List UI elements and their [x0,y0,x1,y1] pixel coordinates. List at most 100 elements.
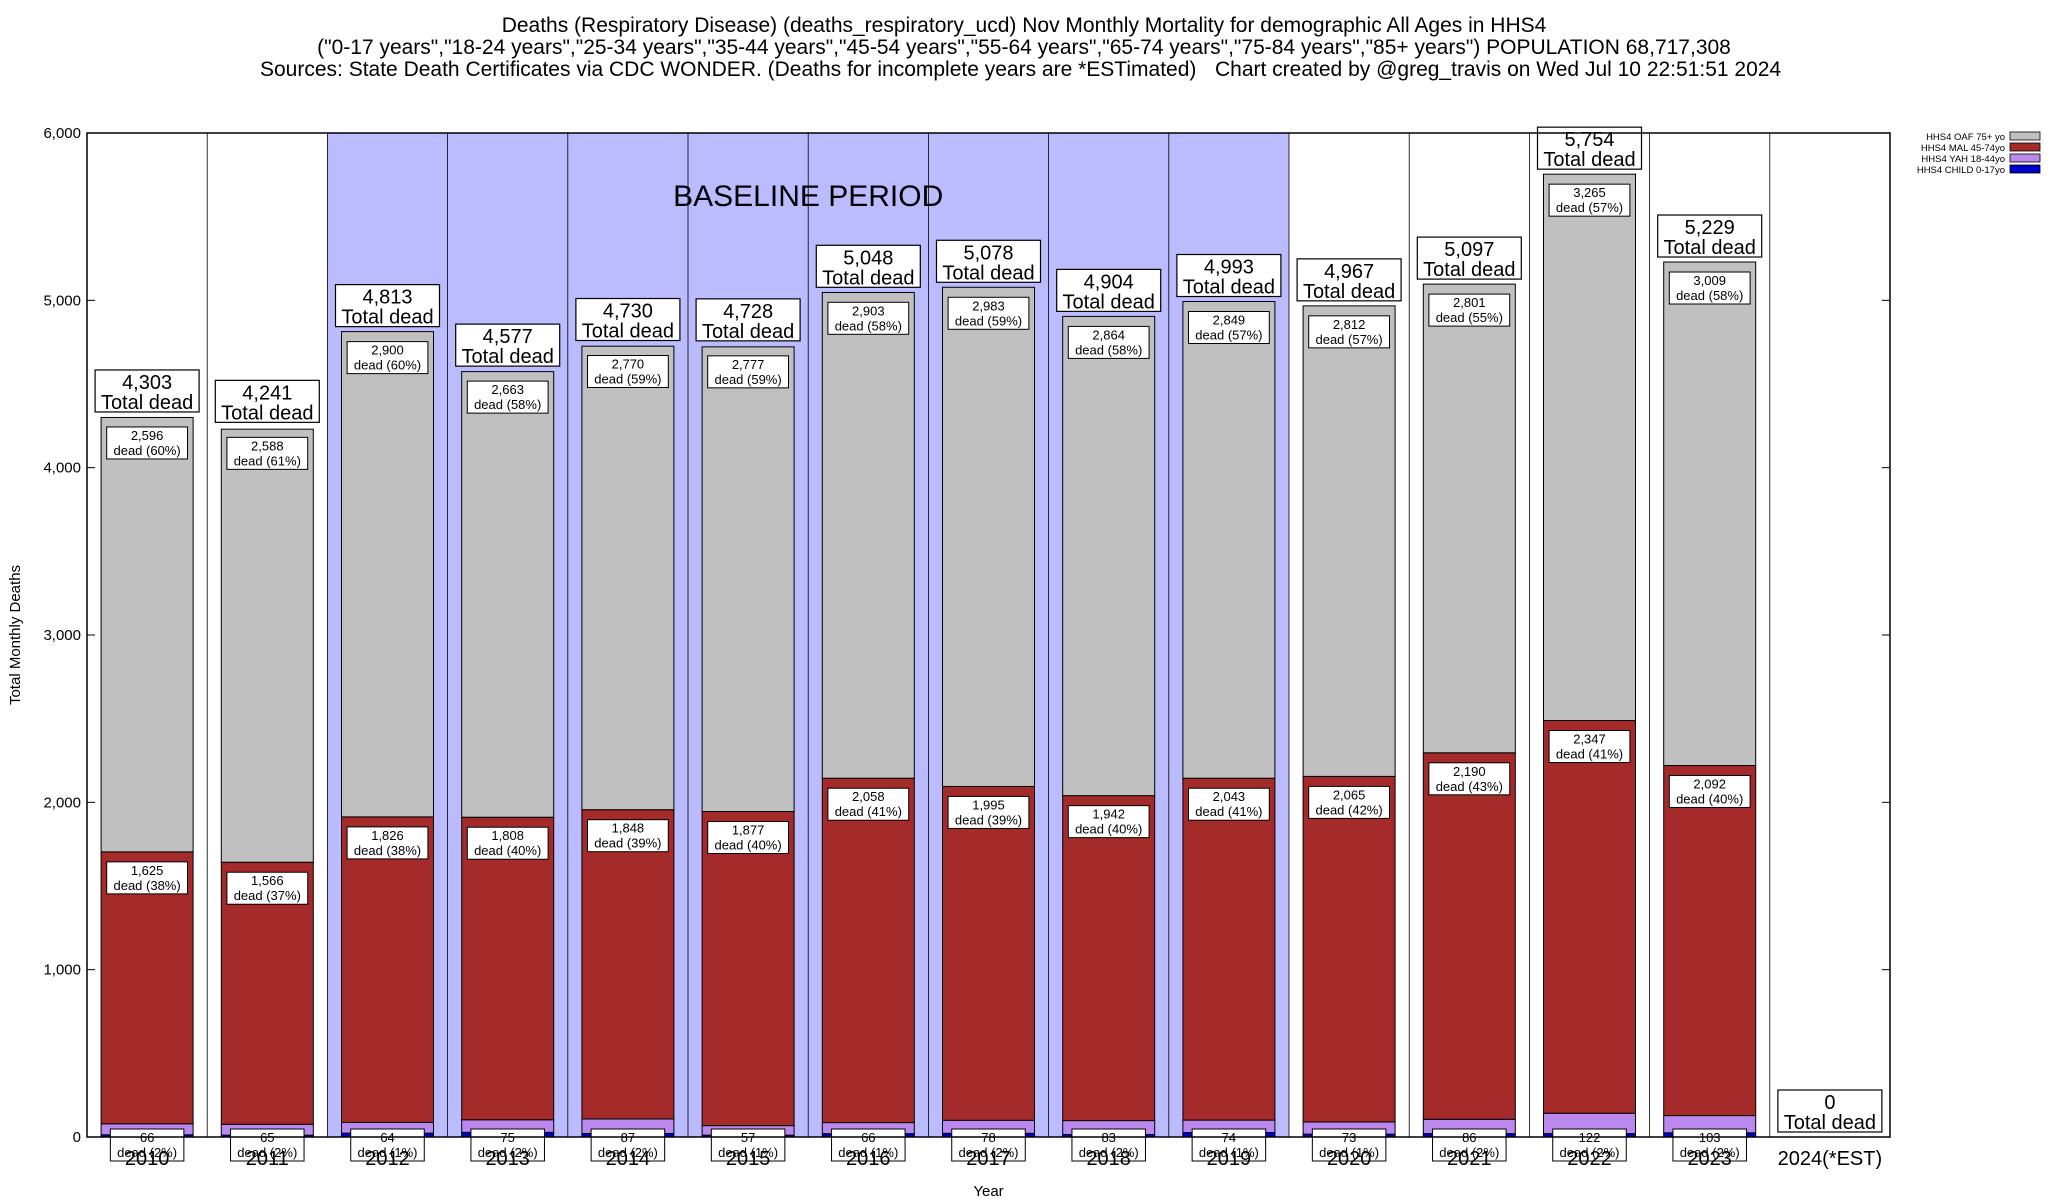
total-label-box [695,298,801,342]
chart-title: Deaths (Respiratory Disease) (deaths_res… [501,14,1547,37]
legend-label: HHS4 CHILD 0-17yo [1917,165,2005,176]
yah-label-pct: dead (2%) [1680,1145,1740,1160]
bar-segment [701,811,795,1127]
total-label-value: 0 [1824,1092,1835,1114]
oaf-label-value: 2,777 [732,357,765,372]
oaf-label-box [1548,183,1631,217]
total-label-value: 4,577 [483,326,533,348]
oaf-label-pct: dead (60%) [354,358,421,373]
oaf-label-box [1668,271,1751,305]
mal-label-box [1308,785,1390,819]
yah-label-pct: dead (2%) [237,1145,297,1160]
total-label-suffix: Total dead [1183,277,1275,299]
mal-label-value: 2,092 [1693,777,1726,792]
mal-label-box [707,821,790,855]
legend-swatch [2009,131,2041,141]
mal-label-value: 1,995 [972,797,1005,812]
bar-segment [1543,173,1636,722]
total-label-suffix: Total dead [1063,291,1155,313]
mal-label-value: 2,347 [1573,732,1606,747]
bar-segment [1422,283,1516,754]
total-label-box [1416,236,1522,280]
bar-segment [1302,775,1396,1123]
oaf-label-pct: dead (60%) [113,443,180,458]
total-label-suffix: Total dead [942,262,1034,284]
total-label-value: 5,048 [843,247,893,269]
yah-label-pct: dead (2%) [598,1145,658,1160]
yah-label-box [1311,1128,1387,1162]
chart-sources: Sources: State Death Certificates via CD… [260,58,1197,81]
yah-label-box [590,1128,666,1162]
mal-label-value: 1,848 [612,821,645,836]
total-label-box [1536,126,1643,170]
yah-label-pct: dead (1%) [358,1145,418,1160]
oaf-label-box [587,355,669,389]
oaf-label-value: 2,900 [371,343,404,358]
total-label-box [214,379,320,423]
total-label-value: 5,229 [1685,217,1735,239]
yah-label-box [1552,1128,1627,1162]
bar-segment [461,816,555,1121]
total-label-value: 4,730 [603,301,653,323]
x-tick-label: 2023 [1687,1148,1732,1170]
oaf-label-box [1308,315,1390,349]
total-label-box [1657,214,1763,258]
bar-segment [581,345,675,811]
oaf-label-pct: dead (57%) [1315,332,1382,347]
yah-label-pct: dead (1%) [718,1145,778,1160]
oaf-label-box [466,380,549,414]
total-label-suffix: Total dead [341,307,433,329]
total-label-value: 4,904 [1084,271,1134,293]
legend-label: HHS4 MAL 45-74yo [1921,143,2005,154]
yah-label-box [831,1128,906,1162]
total-label-box [935,239,1042,283]
mal-label-pct: dead (38%) [113,878,180,893]
x-tick-label: 2020 [1327,1148,1372,1170]
total-label-value: 5,754 [1564,129,1614,151]
oaf-label-pct: dead (59%) [594,372,661,387]
x-tick-label: 2011 [246,1148,289,1170]
total-label-value: 4,241 [242,382,292,404]
y-tick-label: 6,000 [43,125,81,142]
total-label-box [1777,1089,1883,1133]
oaf-label-box [827,301,910,335]
mal-label-box [226,871,309,905]
legend-swatch [2009,164,2041,174]
oaf-label-pct: dead (58%) [835,318,902,333]
total-label-suffix: Total dead [462,346,554,368]
total-label-suffix: Total dead [1303,281,1395,303]
mal-label-box [1188,787,1270,821]
total-label-suffix: Total dead [1664,237,1756,259]
mal-label-box [106,861,188,895]
x-axis-label: Year [973,1183,1003,1200]
total-label-suffix: Total dead [1423,259,1515,281]
total-label-value: 4,967 [1324,261,1374,283]
oaf-label-box [1428,293,1511,327]
yah-label-box [710,1128,786,1162]
oaf-label-value: 2,801 [1453,295,1486,310]
x-tick-label: 2018 [1086,1148,1131,1170]
mal-label-value: 1,625 [131,863,164,878]
oaf-label-box [1188,311,1270,345]
mal-label-pct: dead (37%) [234,888,301,903]
y-tick-label: 0 [73,1129,81,1146]
oaf-label-pct: dead (58%) [1676,288,1743,303]
oaf-label-value: 2,812 [1333,317,1366,332]
yah-label-pct: dead (1%) [1199,1145,1259,1160]
mal-label-pct: dead (39%) [594,836,661,851]
yah-label-pct: dead (2%) [478,1145,538,1160]
bar-segment [1182,777,1276,1121]
yah-label-pct: dead (1%) [1319,1145,1379,1160]
bar-segment [1302,305,1396,777]
oaf-label-box [947,296,1030,330]
y-tick-label: 5,000 [43,292,81,309]
mal-label-value: 2,065 [1333,787,1366,802]
plot-frame [86,132,1891,1138]
bar-segment [1543,720,1636,1114]
oaf-label-pct: dead (57%) [1556,200,1623,215]
bar-segment [1422,752,1516,1120]
oaf-label-box [346,341,429,375]
x-tick-label: 2016 [846,1148,891,1170]
mal-label-pct: dead (41%) [1195,804,1262,819]
